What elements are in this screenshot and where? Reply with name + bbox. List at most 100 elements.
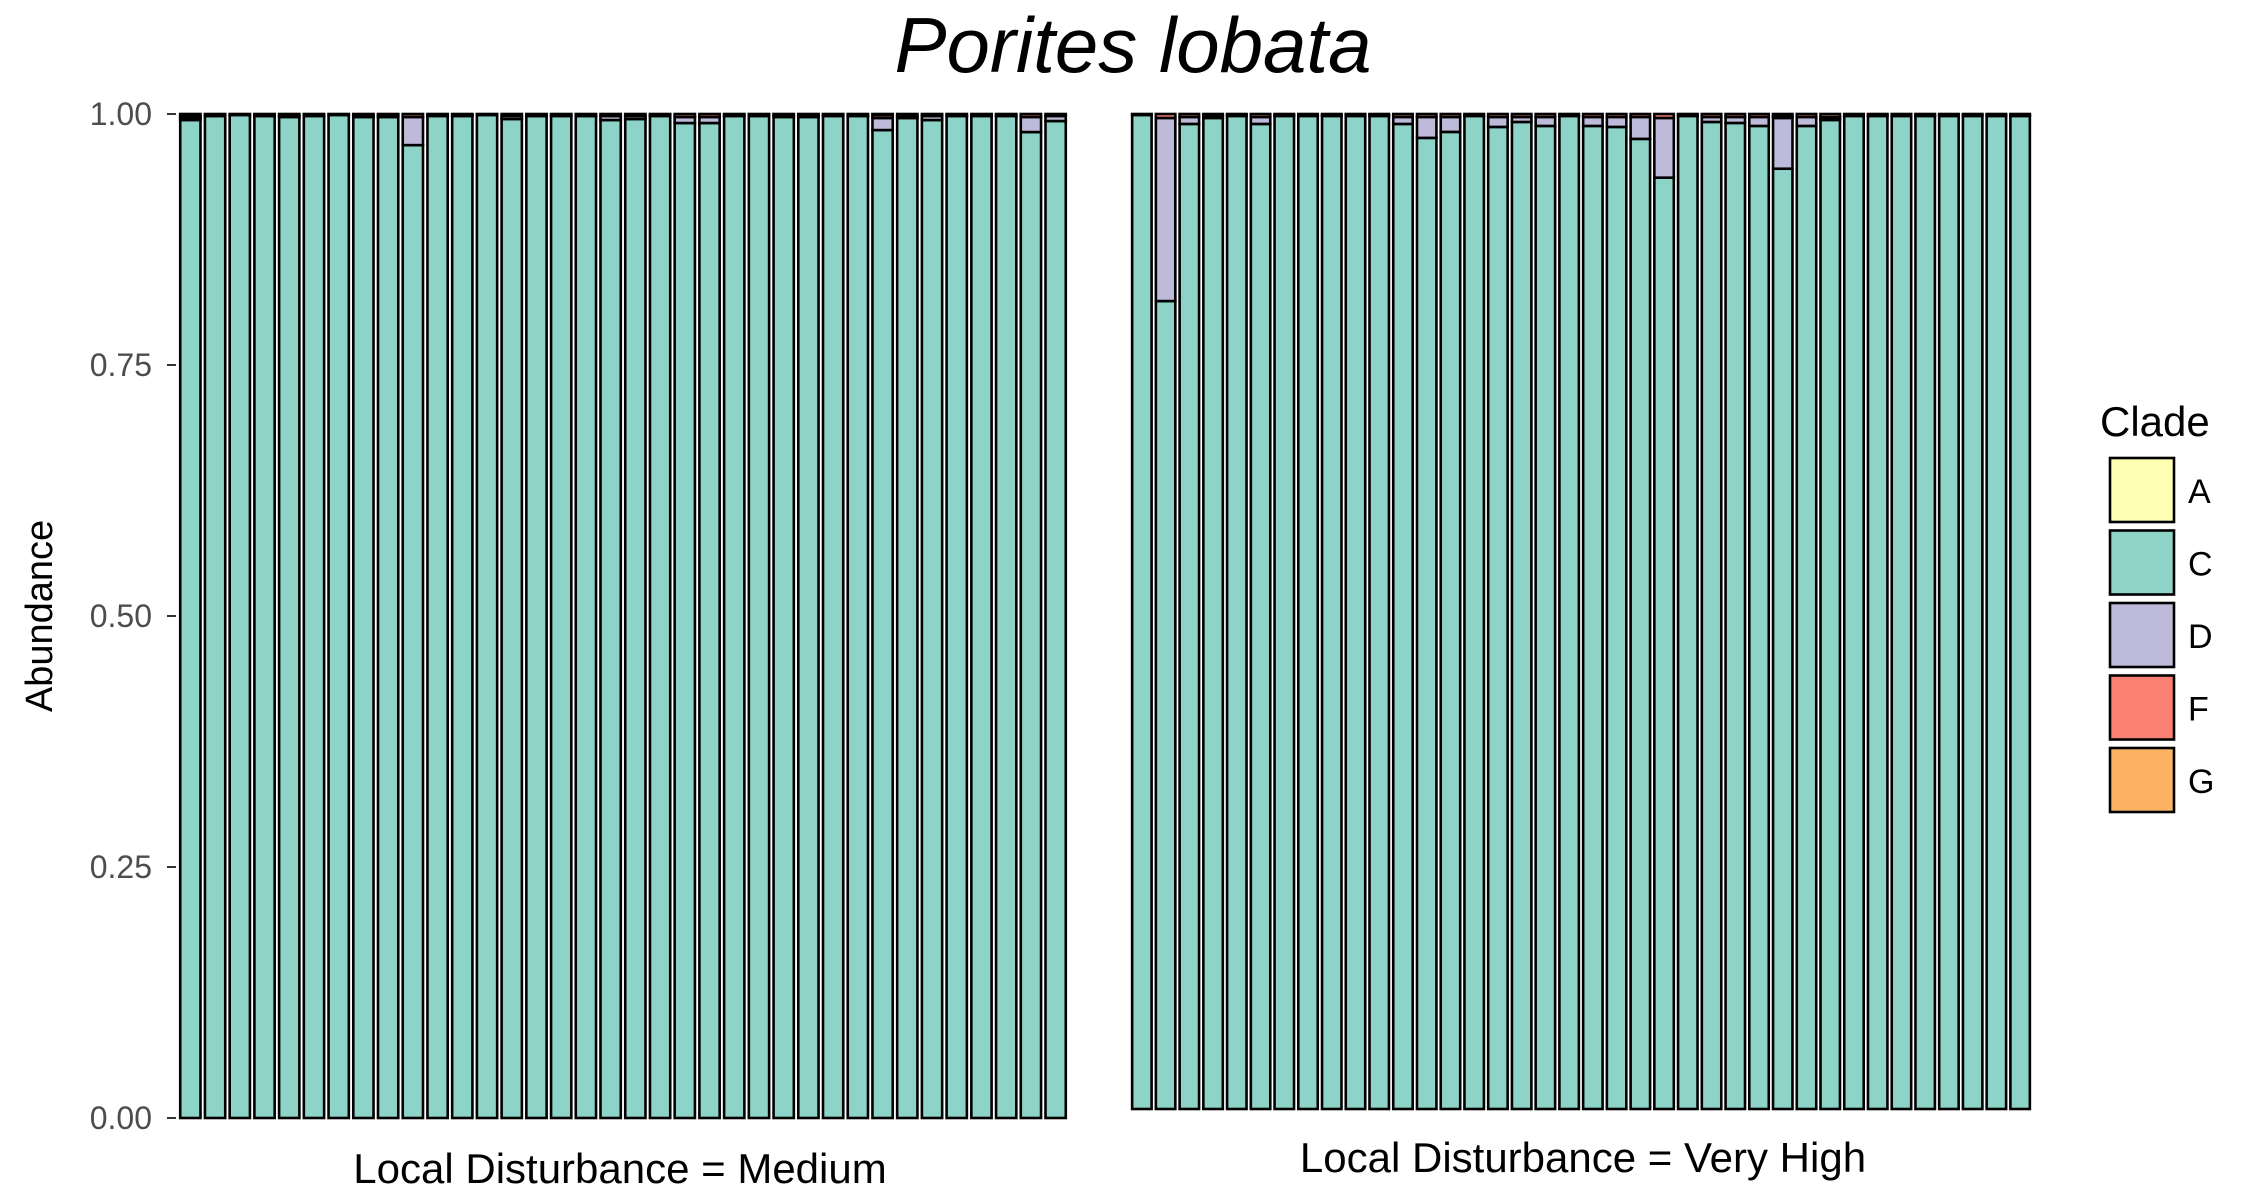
bar-segment-F bbox=[945, 112, 969, 117]
bar-segment-F bbox=[821, 112, 845, 117]
bar-segment-C bbox=[450, 114, 474, 1120]
bar-segment-C bbox=[1771, 167, 1794, 1111]
sample-bar bbox=[1391, 112, 1414, 1111]
bar-segment-D bbox=[1154, 116, 1177, 303]
bar-segment-F bbox=[376, 112, 400, 117]
bar-segment-F bbox=[1296, 112, 1320, 117]
sample-bar bbox=[1676, 112, 1699, 1111]
bar-segment-F bbox=[994, 112, 1018, 117]
bar-segment-C bbox=[1842, 114, 1865, 1111]
sample-bar bbox=[747, 112, 771, 1120]
bar-segment-F bbox=[549, 112, 573, 117]
bar-segment-F bbox=[1415, 112, 1438, 119]
sample-bar bbox=[1914, 112, 1937, 1111]
sample-bar bbox=[698, 112, 721, 1120]
sample-bar bbox=[1178, 112, 1201, 1111]
bar-segment-F bbox=[1724, 112, 1747, 119]
sample-bar bbox=[376, 112, 400, 1120]
bar-segment-F bbox=[1653, 112, 1676, 120]
bar-segment-D bbox=[1130, 112, 1153, 117]
bar-segment-F bbox=[1391, 112, 1414, 119]
sample-bar bbox=[1296, 112, 1320, 1111]
sample-bar bbox=[1154, 112, 1177, 1111]
bar-segment-C bbox=[1581, 124, 1604, 1111]
bar-segment-G bbox=[796, 112, 820, 117]
bar-segment-C bbox=[1724, 121, 1747, 1111]
bar-segment-F bbox=[1866, 112, 1889, 117]
bar-segment-C bbox=[228, 113, 252, 1120]
bar-segment-C bbox=[327, 113, 351, 1120]
bar-segment-D bbox=[1747, 115, 1771, 128]
bar-segment-C bbox=[401, 143, 425, 1120]
bar-segment-F bbox=[599, 112, 623, 118]
bar-segment-F bbox=[1044, 112, 1068, 118]
sample-bar bbox=[1747, 112, 1771, 1111]
bar-segment-F bbox=[1558, 112, 1581, 117]
bar-segment-F bbox=[1344, 112, 1367, 117]
bar-segment-C bbox=[2009, 114, 2032, 1111]
bar-segment-F bbox=[895, 112, 919, 118]
sample-bar bbox=[1985, 112, 2008, 1111]
sample-bar bbox=[1486, 112, 1509, 1111]
bar-segment-D bbox=[1795, 115, 1818, 128]
bar-segment-C bbox=[549, 114, 573, 1120]
sample-bar bbox=[228, 112, 252, 1120]
bar-segment-C bbox=[1273, 114, 1296, 1111]
bar-segment-F bbox=[673, 112, 697, 119]
bar-segment-C bbox=[871, 128, 895, 1120]
bar-segment-D bbox=[1534, 115, 1557, 128]
bar-segment-F bbox=[1747, 112, 1771, 119]
sample-bar bbox=[302, 112, 326, 1120]
bar-segment-C bbox=[1202, 116, 1225, 1111]
bar-segment-C bbox=[846, 114, 870, 1120]
bar-segment-D bbox=[1019, 115, 1043, 134]
bar-segment-F bbox=[1605, 112, 1628, 119]
legend-label-A: A bbox=[2188, 473, 2211, 511]
sample-bar bbox=[945, 112, 969, 1120]
bar-segment-F bbox=[1890, 112, 1913, 117]
bar-segment-C bbox=[1653, 176, 1676, 1111]
sample-bar bbox=[1937, 112, 1960, 1111]
sample-bar bbox=[475, 112, 499, 1120]
bar-segment-C bbox=[1415, 136, 1438, 1111]
y-tick-label: 0.50 bbox=[90, 598, 152, 634]
bar-segment-C bbox=[475, 113, 499, 1120]
bar-segment-C bbox=[821, 114, 845, 1120]
bar-segment-C bbox=[1795, 124, 1818, 1111]
bar-segment-F bbox=[1914, 112, 1937, 117]
sample-bar bbox=[1320, 112, 1343, 1111]
sample-bar bbox=[1842, 112, 1865, 1111]
legend-key-A bbox=[2108, 456, 2176, 524]
bar-segment-C bbox=[426, 114, 450, 1120]
bar-segment-C bbox=[1044, 119, 1068, 1120]
bar-segment-C bbox=[1676, 114, 1699, 1111]
bar-segment-C bbox=[1700, 120, 1723, 1111]
bar-segment-C bbox=[203, 114, 227, 1120]
bar-segment-C bbox=[1391, 122, 1414, 1111]
bar-segment-C bbox=[351, 115, 375, 1120]
bar-segment-C bbox=[1439, 130, 1462, 1111]
sample-bar bbox=[525, 112, 548, 1120]
sample-bar bbox=[1202, 112, 1225, 1111]
bar-segment-C bbox=[302, 114, 326, 1120]
bar-segment-D bbox=[1629, 115, 1652, 141]
bar-segment-C bbox=[1961, 114, 1984, 1111]
sample-bar bbox=[796, 112, 820, 1120]
bar-segment-F bbox=[302, 112, 326, 117]
legend-label-G: G bbox=[2188, 763, 2214, 801]
bar-segment-C bbox=[1510, 120, 1533, 1111]
sample-bar bbox=[871, 112, 895, 1120]
bar-segment-C bbox=[1605, 125, 1628, 1111]
sample-bar bbox=[1368, 112, 1391, 1111]
sample-bar bbox=[1225, 112, 1248, 1111]
bar-segment-D bbox=[1415, 115, 1438, 140]
sample-bar bbox=[277, 112, 301, 1120]
bar-segment-C bbox=[1225, 114, 1248, 1111]
bar-segment-C bbox=[1344, 114, 1367, 1111]
sample-bar bbox=[673, 112, 697, 1120]
sample-bar bbox=[574, 112, 598, 1120]
y-tick-label: 0.25 bbox=[90, 849, 152, 885]
y-axis: 0.00 0.25 0.50 0.75 1.00 bbox=[90, 96, 176, 1136]
bar-segment-C bbox=[796, 115, 820, 1120]
bar-segment-F bbox=[1937, 112, 1960, 117]
